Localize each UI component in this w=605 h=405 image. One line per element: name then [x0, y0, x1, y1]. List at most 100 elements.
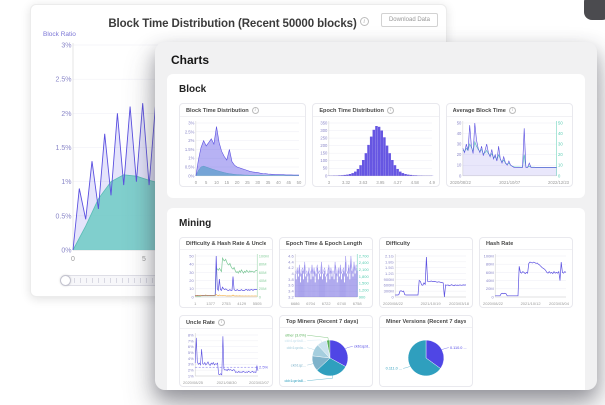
svg-text:2020/08/22: 2020/08/22: [450, 180, 472, 185]
svg-text:4129: 4129: [237, 301, 247, 306]
chart-card-header: Top Miners (Recent 7 days): [280, 316, 372, 328]
svg-text:5: 5: [205, 180, 208, 185]
chart-card-header: Uncle Rate: [180, 316, 272, 329]
chart-card-epoch-time-epoch-length[interactable]: Epoch Time & Epoch Length 4.6 4.4 4.2 4 3.8 3…: [279, 237, 373, 308]
svg-text:100M: 100M: [484, 253, 494, 258]
average-block-time-chart[interactable]: 50 40 30 20 10 0 50 40 30 20 10 0 2020/08/22 2021/10/…: [449, 119, 570, 185]
chart-card-uncle-rate[interactable]: Uncle Rate 8%7%6%5%4%3%2%1% 2020/08/25 202…: [179, 315, 273, 387]
svg-text:2021/10/12: 2021/10/12: [521, 301, 542, 306]
svg-text:4.2: 4.2: [288, 265, 294, 270]
svg-text:ckb1qzd...: ckb1qzd...: [354, 345, 370, 349]
svg-text:10: 10: [456, 163, 461, 168]
chart-card-hash-rate[interactable]: Hash Rate 100M 80M 60M 40M 20M 0 2020/08/22 202…: [479, 237, 573, 308]
svg-text:600M: 600M: [384, 283, 394, 288]
top-miners-pie-chart[interactable]: other (3.0%) ckb1qzd... ckb1qzrla8... ckb1q…: [282, 330, 370, 384]
hash-rate-chart[interactable]: 100M 80M 60M 40M 20M 0 2020/08/22 2021/10/12 202…: [482, 252, 570, 306]
svg-text:15: 15: [224, 180, 229, 185]
chart-card-difficulty-hashrate-unclerate[interactable]: Difficulty & Hash Rate & Uncle Rate 50 40…: [179, 237, 273, 308]
svg-text:20: 20: [235, 180, 240, 185]
svg-text:250: 250: [321, 136, 329, 141]
svg-text:30: 30: [558, 142, 563, 147]
svg-text:3: 3: [328, 180, 331, 185]
miner-versions-pie-chart[interactable]: 0.110.0 ... 0.111.0 ...: [382, 330, 470, 384]
block-section: Block Block Time Distribution 3% 2.5% 2% 1.…: [167, 74, 585, 198]
svg-text:30: 30: [255, 180, 260, 185]
svg-text:0.5%: 0.5%: [56, 213, 72, 220]
svg-text:1%: 1%: [188, 156, 194, 161]
svg-text:2020/08/22: 2020/08/22: [483, 301, 504, 306]
download-data-button[interactable]: Download Data: [380, 13, 438, 27]
svg-text:5505: 5505: [253, 301, 263, 306]
svg-text:4.27: 4.27: [394, 180, 403, 185]
svg-text:20M: 20M: [486, 286, 494, 291]
svg-text:ckb1qzrla8...: ckb1qzrla8...: [284, 379, 306, 383]
svg-text:10: 10: [214, 180, 219, 185]
svg-text:1%: 1%: [61, 179, 71, 186]
svg-text:1: 1: [194, 301, 197, 306]
epoch-time-distribution-chart[interactable]: 350 300 250 200 150 100 50 0 3 3.32 3.63 3.95 4.27 4.…: [315, 119, 436, 185]
info-icon[interactable]: [217, 319, 225, 326]
svg-text:0: 0: [491, 294, 494, 299]
chart-card-miner-versions[interactable]: Miner Versions (Recent 7 days) 0.110.0 .…: [379, 315, 473, 387]
svg-text:0: 0: [325, 173, 328, 178]
svg-text:2022/12/23: 2022/12/23: [548, 180, 570, 185]
chart-title: Top Miners (Recent 7 days): [286, 319, 359, 325]
svg-text:40: 40: [558, 131, 563, 136]
svg-text:1,800: 1,800: [359, 274, 370, 279]
chart-title: Average Block Time: [452, 107, 506, 114]
svg-text:4: 4: [291, 271, 294, 276]
svg-text:45: 45: [286, 180, 291, 185]
svg-text:2.5%: 2.5%: [259, 365, 269, 370]
info-icon[interactable]: [508, 107, 516, 114]
svg-text:40: 40: [456, 131, 461, 136]
epoch-time-epoch-length-chart[interactable]: 4.6 4.4 4.2 4 3.8 3.6 3.4 3.2 2,700 2,400 2,100 1,8…: [282, 252, 370, 306]
svg-text:4.4: 4.4: [288, 259, 294, 264]
svg-text:6740: 6740: [337, 301, 347, 306]
svg-text:40M: 40M: [486, 278, 494, 283]
svg-text:3.32: 3.32: [342, 180, 351, 185]
svg-text:0: 0: [391, 294, 394, 299]
svg-text:60M: 60M: [259, 270, 267, 275]
svg-text:7%: 7%: [188, 338, 194, 343]
svg-text:3.8: 3.8: [288, 277, 294, 282]
uncle-rate-chart[interactable]: 8% 7% 6% 5% 4% 3% 2% 1% 2020/08/25 2021/08/30 2023…: [182, 331, 270, 385]
svg-text:30: 30: [189, 270, 194, 275]
info-icon[interactable]: [386, 107, 394, 114]
svg-text:50: 50: [323, 166, 328, 171]
svg-text:0: 0: [191, 294, 194, 299]
info-icon[interactable]: [359, 17, 369, 26]
info-icon[interactable]: [251, 107, 259, 114]
svg-text:0: 0: [195, 180, 198, 185]
svg-text:2.5%: 2.5%: [185, 129, 195, 134]
difficulty-chart[interactable]: 2.1G 1.8G 1.5G 1.2G 900M 600M 300M 0 2020/08/22 2…: [382, 252, 470, 306]
chart-card-top-miners[interactable]: Top Miners (Recent 7 days) other (3.0%) c…: [279, 315, 373, 387]
chart-card-block-time-distribution[interactable]: Block Time Distribution 3% 2.5% 2% 1.5% 1% 0.…: [179, 103, 307, 187]
svg-text:3.4: 3.4: [288, 289, 294, 294]
svg-text:2021/10/07: 2021/10/07: [499, 180, 521, 185]
y-axis-name: Block Ratio: [43, 31, 76, 38]
chart-card-epoch-time-distribution[interactable]: Epoch Time Distribution 3503002502001501…: [312, 103, 440, 187]
svg-text:ckb1qz...: ckb1qz...: [291, 364, 306, 368]
empty-slot: [479, 315, 573, 387]
svg-text:2023/02/07: 2023/02/07: [249, 380, 270, 385]
svg-text:3.6: 3.6: [288, 283, 294, 288]
block-time-distribution-mini-chart[interactable]: 3% 2.5% 2% 1.5% 1% 0.5% 0% 0 5 10 15 20 25 30 35 40 45 50: [182, 119, 303, 185]
svg-text:1.5G: 1.5G: [385, 265, 394, 270]
svg-text:5%: 5%: [188, 350, 194, 355]
svg-text:2021/08/30: 2021/08/30: [217, 380, 238, 385]
difficulty-hashrate-unclerate-chart[interactable]: 50 40 30 20 10 0 100M 80M 60M 40M 20M 0 1 1377 2753 412…: [182, 252, 270, 306]
svg-text:2%: 2%: [188, 368, 194, 373]
svg-text:25: 25: [245, 180, 250, 185]
svg-text:0: 0: [558, 173, 561, 178]
svg-text:20M: 20M: [259, 286, 267, 291]
svg-text:2,400: 2,400: [359, 260, 370, 265]
svg-text:1.2G: 1.2G: [385, 271, 394, 276]
svg-text:50: 50: [297, 180, 302, 185]
svg-text:100M: 100M: [259, 253, 269, 258]
svg-text:20: 20: [456, 152, 461, 157]
chart-card-difficulty[interactable]: Difficulty 2.1G 1.8G 1.5G 1.2G 900M 600M 300M 0…: [379, 237, 473, 308]
chart-card-header: Average Block Time: [446, 104, 572, 117]
svg-text:4.9: 4.9: [429, 180, 435, 185]
chart-card-average-block-time[interactable]: Average Block Time 50 40 30 20 10 0 50 40 30 20 10…: [445, 103, 573, 187]
zoom-slider-handle[interactable]: [60, 275, 71, 286]
